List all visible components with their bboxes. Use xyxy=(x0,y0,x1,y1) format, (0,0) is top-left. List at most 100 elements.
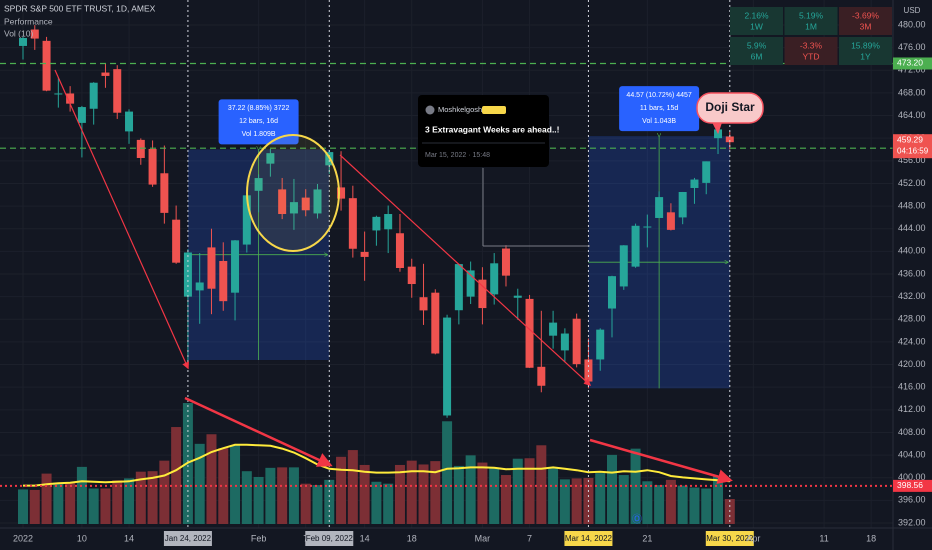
y-tick-label: 424.00 xyxy=(898,336,926,346)
candle-body xyxy=(172,219,181,263)
x-tick-label: Feb xyxy=(251,533,267,543)
volume-bar xyxy=(29,489,40,524)
y-tick-label: 404.00 xyxy=(898,449,926,459)
y-tick-label: 432.00 xyxy=(898,291,926,301)
price-line-label: 473.20 xyxy=(897,58,923,68)
y-tick-label: 420.00 xyxy=(898,359,926,369)
candle-body xyxy=(160,173,169,213)
volume-bar xyxy=(241,471,252,524)
x-tick-label: 11 xyxy=(819,533,828,543)
candle-body xyxy=(454,264,463,311)
price-line-label-bg xyxy=(893,479,932,492)
candle-body xyxy=(572,318,581,365)
candle-body xyxy=(478,279,487,309)
volume-bar xyxy=(701,488,712,524)
x-tick-label: Feb 09, 2022 xyxy=(306,534,354,543)
performance-cell xyxy=(839,7,892,35)
volume-ma-line xyxy=(23,443,730,487)
volume-bar xyxy=(689,487,700,524)
performance-period: 6M xyxy=(751,51,763,61)
y-tick-label: 452.00 xyxy=(898,178,926,188)
x-tick-label: 10 xyxy=(77,533,87,543)
candle-body xyxy=(537,366,546,386)
y-tick-label: 408.00 xyxy=(898,427,926,437)
candle-body xyxy=(431,292,440,354)
currency: USD xyxy=(904,6,921,15)
volume-bar xyxy=(607,454,617,524)
measure-label: 37.22 (8.85%) 3722 xyxy=(228,105,290,112)
bubble xyxy=(696,92,764,124)
candle-body xyxy=(407,266,416,285)
candle-body xyxy=(195,282,204,291)
volume-bar xyxy=(277,467,288,524)
candle-body xyxy=(66,93,75,104)
candle-body xyxy=(219,260,228,302)
volume-bar xyxy=(253,476,264,524)
countdown: 04:16:59 xyxy=(897,146,929,155)
bubble-pointer xyxy=(711,120,723,135)
candle-body xyxy=(360,251,369,257)
y-tick-label: 416.00 xyxy=(898,382,926,392)
volume-bar xyxy=(65,483,76,524)
last-price-bg xyxy=(893,134,932,159)
avatar xyxy=(425,105,435,115)
measure-label-bg xyxy=(619,86,700,132)
idea-card[interactable]: Moshkelgosha 3 Extravagant Weeks are ahe… xyxy=(418,95,590,247)
candle-body xyxy=(42,40,51,91)
measure-label-bg xyxy=(218,99,299,145)
volume-bar xyxy=(218,448,229,524)
candle-body xyxy=(183,252,192,297)
volume-bar xyxy=(112,480,123,524)
trend-arrow xyxy=(54,69,189,370)
candle-body xyxy=(490,263,499,295)
candle-body xyxy=(372,216,381,231)
candle-body xyxy=(560,333,569,351)
measure-label: Vol 1.809B xyxy=(242,131,276,138)
volume-bar xyxy=(489,467,500,524)
trend-arrow xyxy=(589,438,733,484)
volume-bar xyxy=(371,481,382,524)
y-tick-label: 464.00 xyxy=(898,110,926,120)
volume-bar xyxy=(53,482,64,524)
x-tick-label: Mar 14, 2022 xyxy=(565,534,613,543)
candle-body xyxy=(513,295,522,298)
candle-body xyxy=(655,197,664,218)
volume-bar xyxy=(347,450,358,524)
volume-bar xyxy=(642,481,653,524)
candle-body xyxy=(101,72,110,76)
candle-body xyxy=(125,111,134,132)
volume-bar xyxy=(194,443,205,524)
date-highlight xyxy=(305,531,354,546)
price-line-label: 398.56 xyxy=(897,480,923,490)
candle-body xyxy=(313,189,322,214)
candle-body xyxy=(702,161,711,183)
volume-bar xyxy=(135,471,146,524)
event-marker[interactable]: Ⓞ xyxy=(632,514,642,526)
annotation-text: Doji Star xyxy=(705,100,755,114)
highlight-circle xyxy=(246,134,340,252)
performance-cell xyxy=(730,37,783,65)
performance-change: 5.9% xyxy=(747,40,767,50)
performance-change: -3.3% xyxy=(800,40,823,50)
candle-body xyxy=(113,69,122,113)
volume-bar xyxy=(206,434,217,524)
y-tick-label: 472.00 xyxy=(898,65,926,75)
y-tick-label: 440.00 xyxy=(898,246,926,256)
volume-bar xyxy=(171,427,182,524)
candle-body xyxy=(242,195,251,245)
overlay: 37.22 (8.85%) 3722 12 bars, 16d Vol 1.809B… xyxy=(0,0,893,528)
candle-body xyxy=(301,197,310,211)
idea-text: 3 Extravagant Weeks are ahead..! xyxy=(425,124,560,134)
trend-arrow xyxy=(339,154,592,386)
candle-body xyxy=(631,225,640,267)
performance-change: -3.69% xyxy=(852,10,879,20)
volume-bar xyxy=(230,445,241,524)
volume-bar xyxy=(100,488,111,524)
y-tick-label: 436.00 xyxy=(898,268,926,278)
performance-period: YTD xyxy=(803,51,820,61)
volume-bar xyxy=(571,478,582,524)
candle-body xyxy=(348,198,357,249)
volume-bar xyxy=(654,485,665,524)
